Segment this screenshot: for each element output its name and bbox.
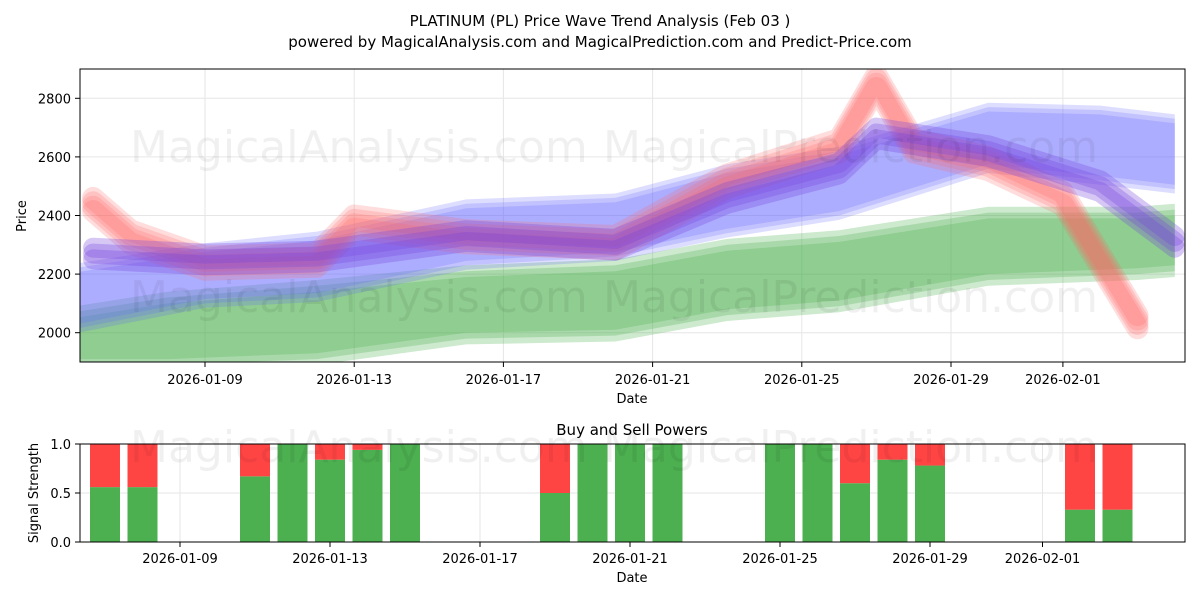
price-xtick-label: 2026-02-01 (1025, 373, 1101, 388)
buy-bar-2026-02-02 (1065, 509, 1095, 542)
purple-wave-layer-2 (83, 117, 1185, 264)
watermark-text: MagicalPrediction.com (603, 272, 1098, 323)
buy-bar-2026-01-29 (915, 465, 945, 542)
price-series-group (80, 69, 1185, 362)
buy-bar-2026-01-15 (390, 444, 420, 542)
buy-bar-2026-01-08 (127, 487, 158, 542)
chart-title: PLATINUM (PL) Price Wave Trend Analysis … (410, 12, 791, 30)
buy-bar-2026-01-27 (840, 483, 870, 542)
signal-xtick-label: 2026-01-29 (892, 552, 968, 567)
blue-band-layer-0 (80, 111, 1175, 333)
price-xtick-label: 2026-01-13 (316, 373, 392, 388)
price-xtick-label: 2026-01-09 (167, 373, 243, 388)
buy-bar-2026-01-19 (540, 493, 570, 542)
red-wave-layer-3 (82, 69, 1149, 327)
price-ytick-label: 2600 (38, 151, 71, 166)
watermark-text: MagicalAnalysis.com (130, 122, 588, 173)
price-ytick-label: 2800 (38, 92, 71, 107)
buy-bar-2026-01-21 (615, 444, 645, 542)
sell-bar-2026-01-29 (915, 444, 945, 466)
green-band-layer-0 (80, 215, 1175, 362)
signal-ylabel: Signal Strength (27, 443, 42, 543)
purple-wave-layer-1 (83, 123, 1185, 270)
signal-ytick-label: 1.0 (50, 438, 71, 453)
red-wave-layer-0 (82, 77, 1149, 340)
price-ytick-label: 2200 (38, 268, 71, 283)
signal-ytick-label: 0.0 (50, 536, 71, 551)
watermark-text: MagicalAnalysis.com (130, 272, 588, 323)
signal-xtick-label: 2026-01-21 (592, 552, 668, 567)
buy-bar-2026-01-11 (240, 476, 270, 542)
chart-subtitle: powered by MagicalAnalysis.com and Magic… (288, 33, 912, 51)
price-ytick-label: 2000 (38, 327, 71, 342)
watermark-text: MagicalPrediction.com (603, 422, 1098, 473)
sell-bar-2026-01-11 (240, 444, 270, 477)
sell-bar-2026-01-08 (127, 444, 158, 488)
green-band-layer-1 (80, 209, 1175, 362)
signal-xtick-label: 2026-01-09 (142, 552, 218, 567)
signal-title: Buy and Sell Powers (556, 421, 708, 439)
price-xlabel: Date (616, 392, 647, 407)
signal-ytick-label: 0.5 (50, 487, 71, 502)
sell-bar-2026-02-02 (1065, 444, 1095, 510)
signal-xtick-label: 2026-01-25 (742, 552, 818, 567)
watermarks: MagicalAnalysis.com MagicalPrediction.com… (130, 122, 1098, 473)
signal-xlabel: Date (616, 571, 647, 586)
green-band-layer-2 (80, 203, 1175, 360)
buy-bar-2026-01-14 (352, 449, 383, 542)
signal-ticks: 0.0 0.5 1.0 2026-01-09 2026-01-13 2026-01-17 2… (50, 438, 1080, 567)
sell-bar-2026-01-14 (352, 444, 383, 450)
price-xtick-label: 2026-01-29 (913, 373, 989, 388)
price-xtick-label: 2026-01-17 (466, 373, 542, 388)
sell-bar-2026-01-07 (90, 444, 120, 488)
buy-bar-2026-01-13 (315, 459, 345, 542)
price-plot (80, 69, 1185, 362)
buy-bar-2026-01-12 (277, 444, 308, 542)
price-grid (80, 69, 1185, 362)
sell-bar-2026-01-13 (315, 444, 345, 460)
price-ytick-label: 2400 (38, 210, 71, 225)
blue-band-layer-1 (80, 107, 1175, 328)
buy-bar-2026-01-25 (765, 444, 795, 542)
sell-bar-2026-02-03 (1102, 444, 1133, 510)
sell-bar-2026-01-19 (540, 444, 570, 493)
blue-band-layer-2 (80, 102, 1175, 324)
red-wave-layer-1 (82, 72, 1149, 335)
signal-plot (90, 444, 1133, 542)
price-xtick-label: 2026-01-21 (615, 373, 691, 388)
buy-bar-2026-01-22 (652, 444, 683, 542)
watermark-text: MagicalPrediction.com (603, 122, 1098, 173)
signal-xtick-label: 2026-01-17 (442, 552, 518, 567)
buy-bar-2026-01-20 (577, 444, 608, 542)
buy-bar-2026-02-03 (1102, 509, 1133, 542)
signal-xtick-label: 2026-01-13 (292, 552, 368, 567)
watermark-text: MagicalAnalysis.com (130, 422, 588, 473)
price-ylabel: Price (15, 200, 30, 232)
signal-xtick-label: 2026-02-01 (1005, 552, 1081, 567)
price-ticks: 2000 2200 2400 2600 2800 2026-01-09 2026-01-13… (38, 92, 1101, 388)
price-xtick-label: 2026-01-25 (764, 373, 840, 388)
sell-bar-2026-01-28 (877, 444, 908, 460)
buy-bar-2026-01-07 (90, 487, 120, 542)
sell-bar-2026-01-27 (840, 444, 870, 484)
buy-bar-2026-01-26 (802, 444, 833, 542)
red-wave-layer-2 (82, 69, 1149, 331)
buy-bar-2026-01-28 (877, 459, 908, 542)
purple-wave-layer-0 (83, 129, 1185, 276)
